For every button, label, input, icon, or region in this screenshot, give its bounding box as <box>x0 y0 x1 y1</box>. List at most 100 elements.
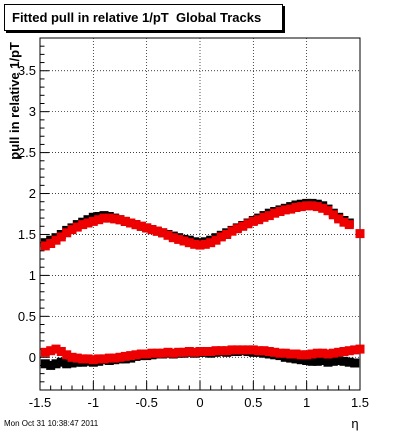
red-data-point <box>318 203 328 213</box>
red-data-point <box>355 229 365 239</box>
red-data-point <box>78 354 88 364</box>
plot-frame <box>39 37 361 391</box>
red-data-point <box>296 350 306 360</box>
black-data-point <box>46 360 56 370</box>
red-data-point <box>51 344 61 354</box>
black-data-point <box>312 356 322 366</box>
chart-title-box: Fitted pull in relative 1/pT Global Trac… <box>4 4 283 31</box>
red-data-point <box>270 347 280 357</box>
red-data-point <box>211 235 221 245</box>
red-data-point <box>83 218 93 228</box>
red-data-point <box>195 240 205 250</box>
red-data-point <box>190 347 200 357</box>
red-data-point <box>275 207 285 216</box>
red-data-point <box>344 346 354 356</box>
red-data-point <box>318 348 328 358</box>
red-data-point <box>142 349 152 359</box>
red-data-point <box>136 349 146 359</box>
red-data-point <box>264 211 274 221</box>
red-data-point <box>291 203 301 212</box>
black-data-point <box>328 356 338 366</box>
black-data-point <box>62 359 72 369</box>
y-tick-label: 0 <box>29 350 36 365</box>
y-tick-label: 2 <box>29 186 36 201</box>
red-data-point <box>83 354 93 364</box>
black-data-point <box>323 357 333 367</box>
red-data-point <box>243 345 253 355</box>
y-tick-label: 3.5 <box>18 63 36 78</box>
black-data-point <box>302 356 312 365</box>
red-data-point <box>152 348 162 358</box>
red-data-point <box>355 344 365 354</box>
red-data-point <box>163 347 173 357</box>
red-data-point <box>168 348 178 358</box>
red-data-point <box>40 241 50 251</box>
red-data-point <box>227 345 237 355</box>
red-data-point <box>72 353 82 363</box>
red-data-point <box>110 214 120 224</box>
red-data-point <box>163 230 173 240</box>
y-axis-label: pull in relative 1/pT <box>7 42 22 160</box>
red-data-point <box>334 214 344 224</box>
red-data-point <box>152 226 162 236</box>
red-data-point <box>312 202 322 212</box>
red-data-point <box>104 213 114 223</box>
red-data-point <box>120 351 130 361</box>
red-data-point <box>120 216 130 226</box>
red-data-point <box>339 347 349 356</box>
red-data-point <box>62 350 72 360</box>
black-data-point <box>307 356 317 366</box>
y-tick-label: 3 <box>29 104 36 119</box>
red-data-point <box>131 220 141 230</box>
red-data-point <box>275 348 285 358</box>
red-data-point <box>67 225 77 235</box>
red-data-point <box>94 354 104 364</box>
red-data-point <box>259 212 269 222</box>
red-data-point <box>312 348 322 358</box>
red-data-point <box>270 208 280 218</box>
red-data-point <box>286 204 296 214</box>
x-tick-label: 0.5 <box>244 395 262 410</box>
red-data-point <box>126 218 136 228</box>
black-data-point <box>339 356 349 366</box>
red-data-point <box>216 346 226 356</box>
red-data-point <box>350 345 360 355</box>
red-data-point <box>307 201 317 211</box>
black-data-point <box>350 358 360 368</box>
red-data-point <box>254 215 264 225</box>
red-data-point <box>323 206 333 216</box>
red-data-point <box>174 347 184 357</box>
red-data-point <box>264 347 274 356</box>
red-data-point <box>88 355 98 365</box>
red-data-point <box>115 215 125 225</box>
red-data-point <box>243 219 253 229</box>
red-data-point <box>147 348 157 358</box>
black-data-point <box>344 357 354 367</box>
red-data-point <box>200 239 210 249</box>
y-tick-label: 1 <box>29 268 36 283</box>
red-data-point <box>184 238 194 248</box>
data-points <box>40 198 365 370</box>
red-data-point <box>195 347 205 356</box>
red-data-point <box>211 346 221 356</box>
red-data-point <box>232 224 242 234</box>
red-data-point <box>88 216 98 226</box>
red-data-point <box>344 220 354 230</box>
red-data-point <box>51 235 61 245</box>
black-data-point <box>291 354 301 364</box>
red-data-point <box>46 239 56 248</box>
red-data-point <box>72 222 82 232</box>
red-data-point <box>136 221 146 231</box>
red-data-point <box>296 202 306 212</box>
red-data-point <box>78 220 88 230</box>
grid-lines <box>40 38 360 390</box>
black-data-point <box>296 355 306 365</box>
red-data-point <box>56 232 66 242</box>
black-data-point <box>334 356 344 365</box>
black-data-point <box>40 359 50 369</box>
red-data-point <box>110 353 120 363</box>
x-axis-label: η <box>351 416 358 431</box>
x-tick-label: 1.5 <box>351 395 369 410</box>
red-data-point <box>323 349 333 359</box>
